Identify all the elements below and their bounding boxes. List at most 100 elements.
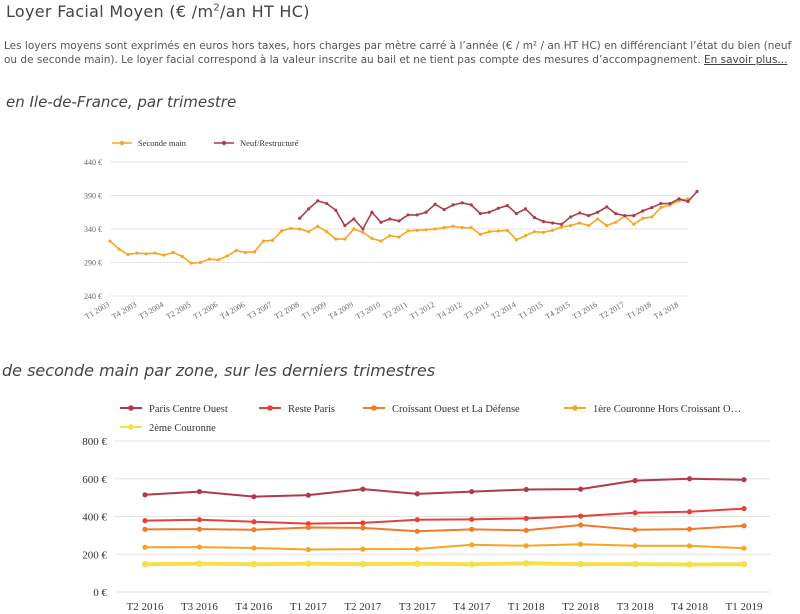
data-point	[144, 252, 148, 256]
data-point	[305, 560, 312, 567]
x-tick-label: T4 2018	[652, 300, 680, 321]
series-line	[144, 477, 745, 498]
data-point	[632, 478, 638, 484]
data-point	[251, 545, 257, 551]
data-point	[614, 211, 618, 216]
data-point	[587, 224, 591, 228]
data-point	[243, 250, 248, 255]
data-point	[142, 518, 148, 524]
x-tick-label: T1 2006	[192, 300, 220, 321]
x-tick-label: T4 2009	[327, 300, 355, 321]
x-tick-label: T1 2018	[625, 300, 653, 321]
data-point	[298, 216, 302, 220]
data-point	[406, 229, 410, 233]
x-tick-label: T3 2013	[463, 300, 491, 321]
data-point	[487, 230, 491, 234]
x-tick-label: T4 2018	[671, 601, 708, 613]
data-point	[469, 488, 475, 495]
x-tick-label: T1 2018	[508, 601, 545, 613]
data-point	[141, 561, 149, 568]
data-point	[414, 491, 420, 497]
data-point	[686, 561, 693, 568]
data-point	[469, 203, 473, 207]
data-point	[251, 519, 257, 525]
data-point	[142, 544, 148, 550]
data-point	[741, 545, 747, 551]
data-point	[695, 189, 699, 194]
data-point	[641, 216, 645, 220]
legend-marker	[371, 405, 377, 411]
data-point	[568, 215, 573, 219]
x-tick-label: T2 2014	[490, 300, 518, 321]
data-point	[659, 205, 663, 210]
x-tick-label: T4 2003	[110, 300, 138, 321]
data-point	[196, 544, 203, 550]
data-point	[153, 251, 157, 255]
data-point	[250, 561, 258, 568]
data-point	[514, 211, 519, 216]
x-tick-label: T2 2011	[382, 300, 410, 321]
data-point	[659, 201, 663, 206]
data-point	[578, 522, 584, 528]
data-point	[469, 542, 475, 548]
x-tick-label: T4 2012	[435, 300, 463, 321]
data-point	[451, 224, 455, 228]
x-tick-label: T2 2017	[344, 601, 381, 613]
data-point	[370, 210, 374, 214]
legend-label: Reste Paris	[288, 404, 335, 415]
data-point	[523, 543, 529, 549]
data-point	[686, 509, 693, 515]
data-point	[442, 207, 446, 212]
data-point	[578, 541, 584, 547]
data-point	[469, 526, 475, 532]
data-point	[632, 214, 636, 218]
data-point	[514, 238, 519, 242]
data-point	[541, 230, 546, 234]
data-point	[632, 543, 638, 549]
data-point	[578, 211, 582, 215]
data-point	[469, 516, 475, 522]
data-point	[505, 228, 509, 232]
data-point	[397, 235, 401, 239]
legend-label: 2ème Couronne	[149, 423, 216, 434]
data-point	[478, 211, 482, 216]
data-point	[686, 199, 690, 204]
data-point	[414, 546, 420, 552]
x-tick-label: T1 2017	[290, 601, 327, 613]
x-tick-label: T3 2016	[571, 300, 599, 321]
data-point	[359, 560, 367, 568]
data-point	[198, 260, 202, 265]
read-more-link[interactable]: En savoir plus...	[703, 54, 788, 66]
data-point	[632, 510, 638, 516]
y-tick-label: 240 €	[84, 292, 102, 301]
legend-label: Paris Centre Ouest	[149, 404, 228, 415]
data-point	[686, 526, 693, 532]
data-point	[289, 226, 293, 230]
data-point	[523, 486, 529, 493]
data-point	[532, 230, 537, 234]
data-point	[632, 222, 636, 226]
data-point	[305, 521, 311, 527]
data-point	[216, 258, 220, 262]
data-point	[142, 492, 148, 498]
data-point	[641, 209, 645, 213]
data-point	[623, 214, 627, 218]
data-point	[568, 224, 573, 228]
data-point	[424, 228, 428, 232]
data-point	[442, 226, 446, 230]
x-tick-label: T4 2015	[544, 300, 572, 321]
x-tick-label: T4 2017	[453, 601, 490, 613]
data-point	[360, 546, 366, 552]
data-point	[577, 560, 584, 568]
data-point	[650, 205, 654, 210]
data-point	[279, 229, 284, 233]
data-point	[117, 247, 121, 251]
data-point	[196, 517, 203, 523]
data-point	[578, 513, 584, 519]
data-point	[126, 252, 130, 257]
data-point	[578, 221, 582, 225]
x-tick-label: T1 2009	[300, 300, 328, 321]
x-tick-label: T2 2018	[562, 601, 599, 613]
x-tick-label: T3 2018	[617, 601, 654, 613]
data-point	[523, 207, 528, 211]
